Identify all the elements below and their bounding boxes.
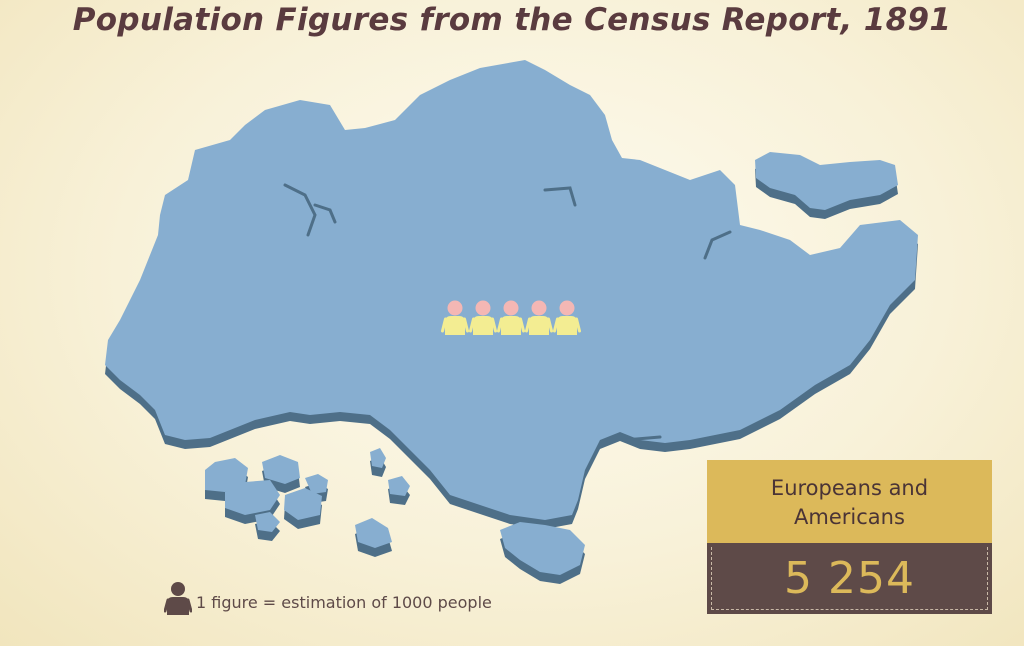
person-icon [441,300,469,335]
person-icon [164,582,192,615]
legend-text: 1 figure = estimation of 1000 people [196,592,492,612]
stat-value: 5 254 [784,553,915,604]
person-icon [469,300,497,335]
dashed-border [711,547,988,610]
legend: 1 figure = estimation of 1000 people [164,581,492,615]
page-title: Population Figures from the Census Repor… [72,2,952,38]
population-figures [441,299,583,335]
person-icon [497,300,525,335]
person-icon [553,300,581,335]
stat-box: Europeans and Americans 5 254 [707,460,992,614]
river-lines [283,183,732,442]
stat-label: Europeans and Americans [770,475,929,529]
stat-label-area: Europeans and Americans [707,460,992,543]
stat-value-area: 5 254 [707,543,992,614]
person-icon [525,300,553,335]
